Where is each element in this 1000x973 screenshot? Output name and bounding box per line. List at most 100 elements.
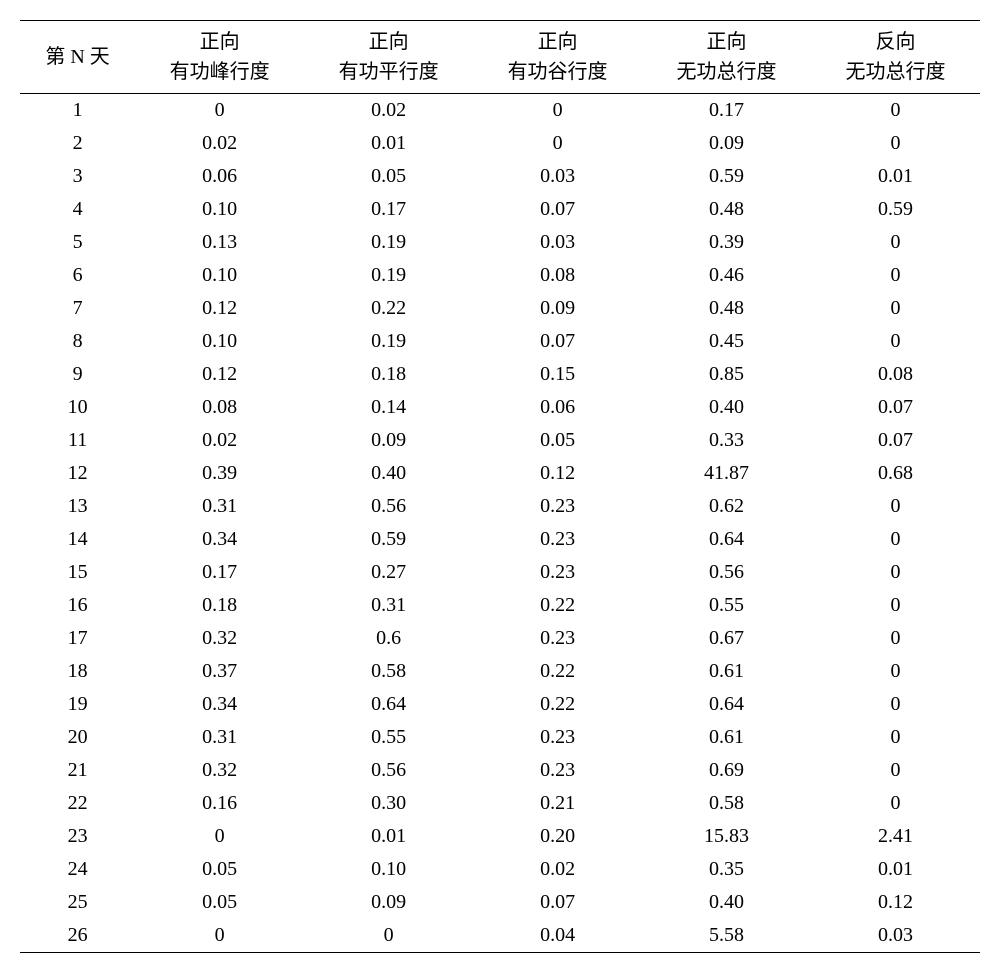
table-cell: 0 (811, 490, 980, 523)
header-col6-line1: 反向 (876, 31, 916, 53)
table-cell: 0.34 (135, 523, 304, 556)
table-cell: 0.12 (135, 358, 304, 391)
table-cell: 0.45 (642, 325, 811, 358)
table-cell: 0.23 (473, 556, 642, 589)
table-cell: 7 (20, 292, 135, 325)
table-cell: 0.31 (135, 490, 304, 523)
table-cell: 0.17 (135, 556, 304, 589)
table-cell: 19 (20, 688, 135, 721)
table-cell: 0 (811, 754, 980, 787)
table-cell: 0.23 (473, 622, 642, 655)
table-cell: 0.04 (473, 919, 642, 953)
table-cell: 21 (20, 754, 135, 787)
table-cell: 16 (20, 589, 135, 622)
table-cell: 0.08 (811, 358, 980, 391)
table-cell: 0.48 (642, 292, 811, 325)
table-cell: 0.09 (473, 292, 642, 325)
table-cell: 0.69 (642, 754, 811, 787)
table-row: 240.050.100.020.350.01 (20, 853, 980, 886)
table-row: 40.100.170.070.480.59 (20, 193, 980, 226)
table-cell: 0 (135, 919, 304, 953)
table-cell: 0.08 (135, 391, 304, 424)
table-cell: 0.22 (473, 655, 642, 688)
table-cell: 0.31 (304, 589, 473, 622)
table-cell: 0.01 (304, 820, 473, 853)
table-row: 2300.010.2015.832.41 (20, 820, 980, 853)
table-cell: 0.07 (811, 424, 980, 457)
table-cell: 0 (811, 292, 980, 325)
table-cell: 0.19 (304, 325, 473, 358)
table-cell: 0 (811, 523, 980, 556)
table-cell: 0.59 (811, 193, 980, 226)
table-cell: 10 (20, 391, 135, 424)
table-cell: 0.02 (135, 424, 304, 457)
header-col2-line2: 有功峰行度 (170, 61, 270, 83)
header-col6-line2: 无功总行度 (846, 61, 946, 83)
table-cell: 0.61 (642, 721, 811, 754)
table-cell: 0.05 (473, 424, 642, 457)
table-cell: 15.83 (642, 820, 811, 853)
data-table: 第 N 天 正向 有功峰行度 正向 有功平行度 正向 有功谷行度 正向 无功总行… (20, 20, 980, 953)
table-cell: 0.05 (304, 160, 473, 193)
table-cell: 0.56 (642, 556, 811, 589)
table-row: 210.320.560.230.690 (20, 754, 980, 787)
table-cell: 4 (20, 193, 135, 226)
table-cell: 0.02 (304, 94, 473, 128)
table-cell: 41.87 (642, 457, 811, 490)
header-col3-line2: 有功平行度 (339, 61, 439, 83)
table-cell: 0.05 (135, 853, 304, 886)
table-cell: 0.09 (642, 127, 811, 160)
table-cell: 0.22 (473, 589, 642, 622)
table-cell: 0.01 (304, 127, 473, 160)
table-cell: 0.09 (304, 424, 473, 457)
table-cell: 0 (811, 127, 980, 160)
table-row: 160.180.310.220.550 (20, 589, 980, 622)
table-row: 130.310.560.230.620 (20, 490, 980, 523)
table-cell: 0 (473, 94, 642, 128)
table-cell: 17 (20, 622, 135, 655)
table-cell: 0 (811, 655, 980, 688)
table-cell: 0.12 (473, 457, 642, 490)
table-cell: 0.59 (642, 160, 811, 193)
header-col3-line1: 正向 (369, 31, 409, 53)
table-cell: 23 (20, 820, 135, 853)
table-cell: 0.64 (642, 523, 811, 556)
table-row: 100.0200.170 (20, 94, 980, 128)
table-cell: 0 (811, 226, 980, 259)
header-day: 第 N 天 (20, 21, 135, 94)
table-cell: 0.30 (304, 787, 473, 820)
header-col5: 正向 无功总行度 (642, 21, 811, 94)
table-cell: 26 (20, 919, 135, 953)
header-col2-line1: 正向 (200, 31, 240, 53)
table-cell: 0 (811, 688, 980, 721)
table-cell: 0.12 (811, 886, 980, 919)
table-cell: 0.20 (473, 820, 642, 853)
table-cell: 0.10 (304, 853, 473, 886)
table-cell: 0.32 (135, 622, 304, 655)
table-cell: 1 (20, 94, 135, 128)
table-cell: 0.01 (811, 853, 980, 886)
table-cell: 0.23 (473, 490, 642, 523)
table-cell: 0.62 (642, 490, 811, 523)
table-cell: 0.07 (811, 391, 980, 424)
table-cell: 0.10 (135, 325, 304, 358)
table-cell: 0.55 (304, 721, 473, 754)
table-cell: 0.06 (473, 391, 642, 424)
table-cell: 0 (304, 919, 473, 953)
table-cell: 0.56 (304, 490, 473, 523)
table-cell: 8 (20, 325, 135, 358)
table-row: 250.050.090.070.400.12 (20, 886, 980, 919)
table-row: 26000.045.580.03 (20, 919, 980, 953)
table-cell: 11 (20, 424, 135, 457)
table-cell: 0.31 (135, 721, 304, 754)
table-cell: 0.13 (135, 226, 304, 259)
table-cell: 0 (811, 556, 980, 589)
table-cell: 0.18 (135, 589, 304, 622)
table-cell: 0.23 (473, 523, 642, 556)
table-cell: 0.58 (642, 787, 811, 820)
table-cell: 0.17 (304, 193, 473, 226)
table-cell: 0 (135, 820, 304, 853)
table-cell: 0 (811, 721, 980, 754)
table-cell: 0.37 (135, 655, 304, 688)
table-cell: 12 (20, 457, 135, 490)
